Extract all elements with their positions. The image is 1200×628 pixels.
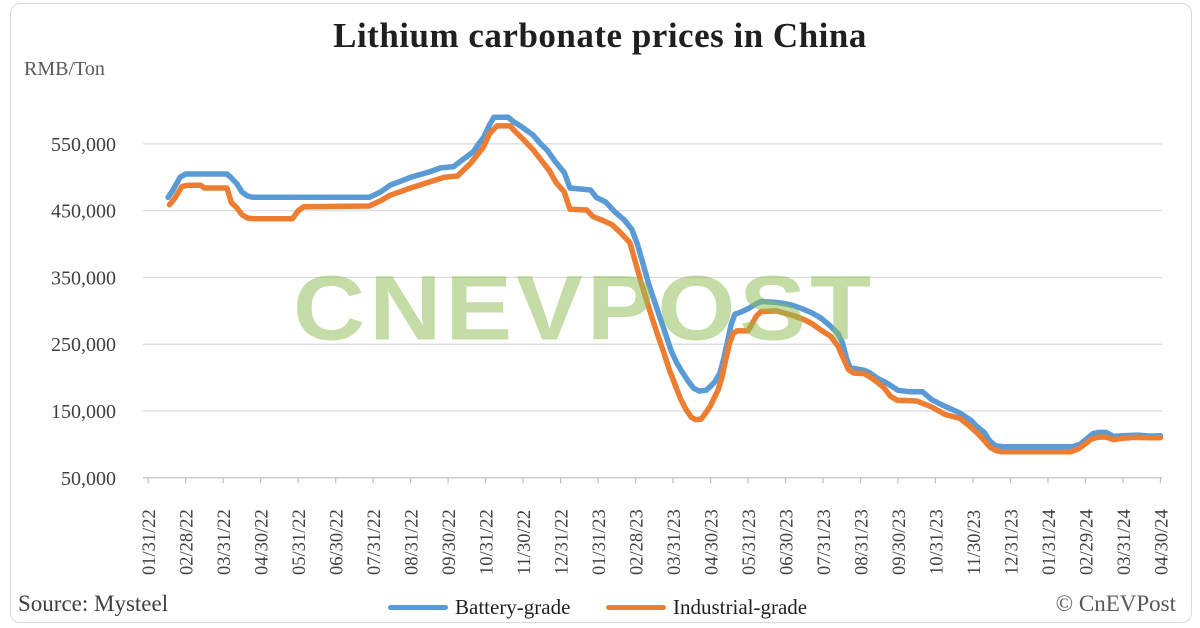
battery-grade-line	[165, 114, 1164, 450]
x-tick-label: 05/31/23	[740, 509, 760, 575]
x-tick-label: 06/30/22	[328, 509, 348, 575]
x-tick-label: 04/30/22	[253, 509, 273, 575]
x-tick-label: 12/31/23	[1002, 509, 1022, 575]
x-tick-label: 06/30/23	[778, 509, 798, 575]
x-tick-label: 01/31/22	[140, 509, 160, 575]
x-tick-label: 07/31/22	[365, 509, 385, 575]
x-tick-label: 09/30/23	[890, 509, 910, 575]
y-tick-label: 250,000	[51, 334, 116, 356]
x-tick-label: 02/29/24	[1077, 509, 1097, 575]
y-tick-label: 150,000	[51, 401, 116, 423]
x-tick-label: 01/31/24	[1040, 509, 1060, 575]
industrial-grade-line	[166, 123, 1164, 455]
x-tick-label: 10/31/22	[478, 509, 498, 575]
legend-item-industrial-grade: Industrial-grade	[606, 597, 807, 618]
x-tick-label: 11/30/23	[965, 510, 985, 575]
x-tick-label: 02/28/22	[178, 509, 198, 575]
x-tick-label: 09/30/22	[440, 509, 460, 575]
x-tick-label: 04/30/24	[1152, 509, 1172, 575]
source-attribution: Source: Mysteel	[18, 591, 169, 616]
x-tick-label: 03/31/22	[215, 509, 235, 575]
x-tick-label: 01/31/23	[590, 509, 610, 575]
y-tick-label: 50,000	[61, 468, 116, 490]
x-tick-label: 08/31/22	[403, 509, 423, 575]
x-tick-label: 08/31/23	[853, 509, 873, 575]
y-axis-unit-label: RMB/Ton	[24, 58, 105, 80]
battery-grade-legend-label: Battery-grade	[455, 595, 571, 619]
industrial-grade-line-swatch	[606, 605, 666, 610]
x-tick-label: 03/31/24	[1115, 509, 1135, 575]
x-tick-label: 02/28/23	[628, 509, 648, 575]
x-tick-label: 12/31/22	[553, 509, 573, 575]
industrial-grade-legend-label: Industrial-grade	[673, 595, 808, 619]
y-tick-label: 450,000	[51, 201, 116, 223]
x-tick-label: 11/30/22	[515, 510, 535, 575]
legend-item-battery-grade: Battery-grade	[388, 597, 570, 618]
x-tick-label: 04/30/23	[703, 509, 723, 575]
battery-grade-line-swatch	[388, 605, 448, 610]
x-tick-label: 05/31/22	[290, 509, 310, 575]
copyright-notice: © CnEVPost	[1055, 591, 1176, 616]
y-tick-label: 350,000	[51, 267, 116, 289]
x-tick-label: 10/31/23	[927, 509, 947, 575]
y-tick-label: 550,000	[51, 134, 116, 156]
x-tick-label: 03/31/23	[665, 509, 685, 575]
chart-title: Lithium carbonate prices in China	[333, 16, 867, 55]
x-tick-label: 07/31/23	[815, 509, 835, 575]
